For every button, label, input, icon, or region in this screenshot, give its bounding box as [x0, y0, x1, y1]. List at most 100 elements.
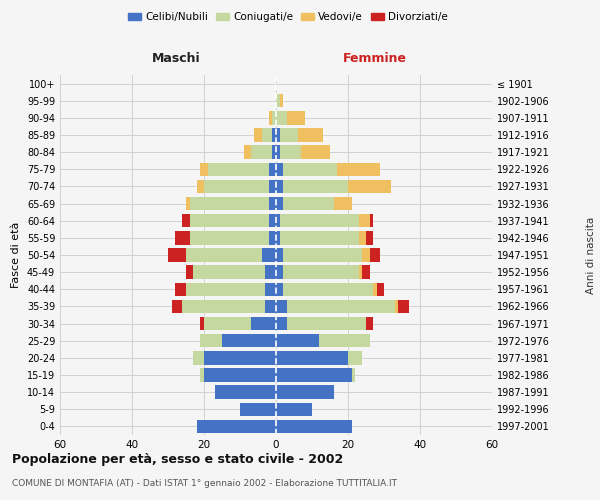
- Bar: [269, 111, 272, 124]
- Bar: [276, 214, 280, 228]
- Bar: [280, 146, 301, 159]
- Bar: [193, 266, 265, 279]
- Bar: [276, 111, 287, 124]
- Bar: [204, 368, 276, 382]
- Bar: [398, 300, 409, 313]
- Bar: [283, 162, 337, 176]
- Bar: [276, 94, 280, 108]
- Bar: [276, 282, 283, 296]
- Bar: [276, 334, 319, 347]
- Bar: [298, 128, 323, 141]
- Bar: [276, 368, 352, 382]
- Bar: [272, 111, 276, 124]
- Bar: [276, 402, 312, 416]
- Bar: [204, 317, 251, 330]
- Bar: [276, 248, 283, 262]
- Bar: [348, 180, 391, 193]
- Bar: [168, 248, 186, 262]
- Bar: [276, 300, 287, 313]
- Bar: [359, 231, 366, 244]
- Bar: [172, 300, 182, 313]
- Bar: [186, 248, 262, 262]
- Bar: [283, 248, 362, 262]
- Bar: [283, 180, 348, 193]
- Bar: [348, 351, 362, 364]
- Bar: [272, 128, 276, 141]
- Bar: [377, 282, 384, 296]
- Bar: [222, 334, 276, 347]
- Bar: [197, 180, 204, 193]
- Bar: [276, 128, 280, 141]
- Bar: [200, 334, 222, 347]
- Bar: [287, 300, 395, 313]
- Bar: [370, 248, 380, 262]
- Bar: [200, 368, 204, 382]
- Bar: [254, 128, 262, 141]
- Bar: [276, 266, 283, 279]
- Bar: [269, 231, 276, 244]
- Bar: [280, 94, 283, 108]
- Bar: [283, 266, 359, 279]
- Bar: [366, 231, 373, 244]
- Bar: [283, 197, 334, 210]
- Text: Anni di nascita: Anni di nascita: [586, 216, 596, 294]
- Bar: [251, 146, 272, 159]
- Bar: [269, 197, 276, 210]
- Bar: [197, 420, 276, 433]
- Bar: [215, 386, 276, 399]
- Bar: [280, 214, 359, 228]
- Bar: [190, 197, 269, 210]
- Bar: [362, 248, 370, 262]
- Bar: [276, 180, 283, 193]
- Bar: [287, 111, 305, 124]
- Bar: [276, 351, 348, 364]
- Bar: [182, 300, 265, 313]
- Bar: [208, 162, 269, 176]
- Bar: [200, 317, 204, 330]
- Bar: [276, 231, 280, 244]
- Bar: [186, 197, 190, 210]
- Bar: [352, 368, 355, 382]
- Bar: [373, 282, 377, 296]
- Bar: [269, 214, 276, 228]
- Bar: [280, 231, 359, 244]
- Bar: [186, 266, 193, 279]
- Bar: [272, 146, 276, 159]
- Bar: [265, 300, 276, 313]
- Bar: [334, 197, 352, 210]
- Bar: [204, 180, 269, 193]
- Bar: [240, 402, 276, 416]
- Bar: [175, 231, 190, 244]
- Bar: [265, 266, 276, 279]
- Bar: [262, 128, 272, 141]
- Bar: [395, 300, 398, 313]
- Bar: [319, 334, 370, 347]
- Bar: [276, 420, 352, 433]
- Text: COMUNE DI MONTAFIA (AT) - Dati ISTAT 1° gennaio 2002 - Elaborazione TUTTITALIA.I: COMUNE DI MONTAFIA (AT) - Dati ISTAT 1° …: [12, 479, 397, 488]
- Bar: [269, 180, 276, 193]
- Bar: [359, 266, 362, 279]
- Bar: [276, 386, 334, 399]
- Bar: [362, 266, 370, 279]
- Bar: [182, 214, 190, 228]
- Bar: [190, 231, 269, 244]
- Bar: [337, 162, 380, 176]
- Bar: [204, 351, 276, 364]
- Bar: [200, 162, 208, 176]
- Bar: [287, 317, 366, 330]
- Bar: [276, 146, 280, 159]
- Bar: [186, 282, 265, 296]
- Bar: [251, 317, 276, 330]
- Bar: [244, 146, 251, 159]
- Bar: [265, 282, 276, 296]
- Bar: [276, 197, 283, 210]
- Bar: [280, 128, 298, 141]
- Legend: Celibi/Nubili, Coniugati/e, Vedovi/e, Divorziati/e: Celibi/Nubili, Coniugati/e, Vedovi/e, Di…: [124, 8, 452, 26]
- Text: Femmine: Femmine: [343, 52, 407, 66]
- Bar: [276, 317, 287, 330]
- Bar: [359, 214, 370, 228]
- Bar: [283, 282, 373, 296]
- Bar: [366, 317, 373, 330]
- Text: Popolazione per età, sesso e stato civile - 2002: Popolazione per età, sesso e stato civil…: [12, 452, 343, 466]
- Text: Maschi: Maschi: [152, 52, 201, 66]
